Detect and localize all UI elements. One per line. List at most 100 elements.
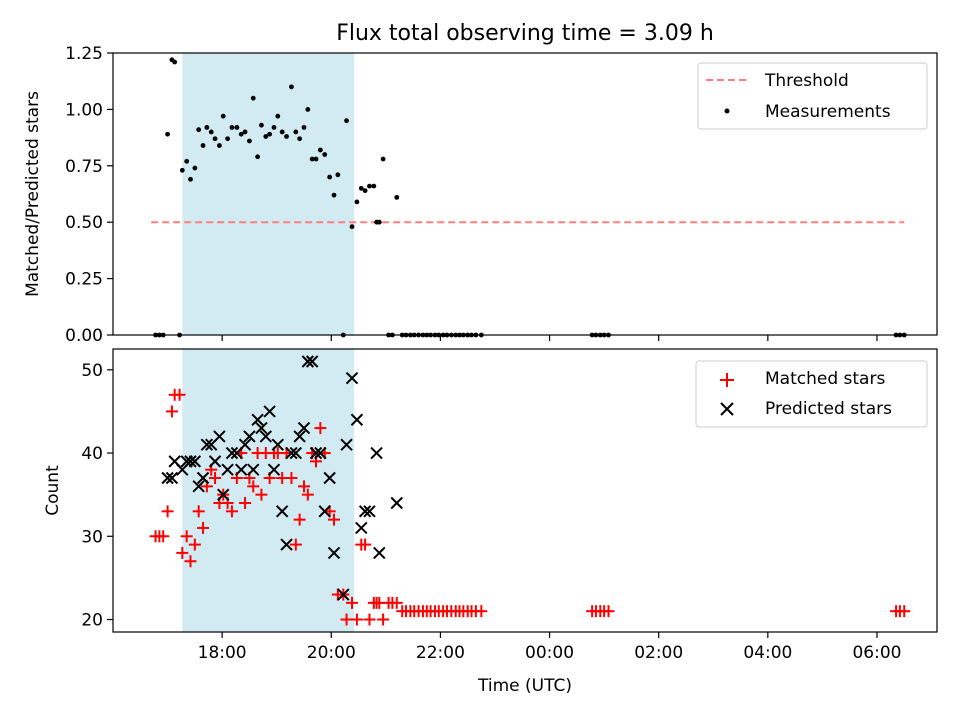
predicted-star-marker — [263, 405, 276, 418]
predicted-star-marker — [184, 455, 197, 468]
y-tick-label: 0.75 — [65, 157, 103, 177]
measurement-point — [204, 125, 210, 130]
count-panel: 20 30 40 50 18:00 20:00 22:00 00:00 02:00 04:00 0… — [43, 348, 938, 696]
matched-star-marker — [898, 605, 911, 618]
matched-star-marker — [225, 505, 238, 518]
y-tick-label: 50 — [81, 361, 103, 381]
predicted-star-marker — [363, 505, 376, 518]
y-tick-label: 0.00 — [65, 326, 103, 346]
matched-star-marker — [176, 546, 189, 559]
measurement-point — [217, 143, 222, 148]
measurement-point — [225, 136, 230, 142]
measurement-point — [229, 125, 235, 130]
figure-title: Flux total observing time = 3.09 h — [336, 21, 714, 46]
measurement-point — [172, 59, 178, 65]
predicted-star-marker — [285, 446, 298, 460]
legend-predicted-swatch — [720, 402, 734, 416]
bottom-x-ticks: 18:00 20:00 22:00 00:00 02:00 04:00 06:00 — [198, 632, 901, 663]
x-tick-label: 20:00 — [307, 643, 356, 663]
predicted-star-marker — [217, 488, 230, 501]
matched-star-marker — [297, 480, 310, 493]
matched-star-marker — [173, 388, 186, 401]
measurement-point — [192, 165, 198, 171]
top-legend-box — [697, 62, 928, 130]
x-tick-label: 00:00 — [525, 643, 574, 663]
predicted-star-marker — [373, 546, 386, 560]
y-tick-label: 1.25 — [65, 44, 103, 64]
bottom-legend-box — [695, 360, 928, 428]
matched-star-marker — [255, 488, 268, 501]
top-axes-frame — [112, 52, 938, 336]
predicted-star-marker — [192, 480, 205, 493]
predicted-star-marker — [255, 421, 268, 435]
measurement-point — [188, 176, 193, 182]
predicted-star-marker — [221, 463, 234, 476]
y-tick-label: 40 — [81, 444, 103, 464]
predicted-star-markers — [161, 355, 403, 601]
measurement-point — [349, 224, 355, 230]
top-highlight-span — [182, 53, 355, 335]
matched-star-marker — [340, 613, 353, 626]
predicted-star-marker — [289, 446, 303, 460]
legend-predicted-label: Predicted stars — [765, 399, 892, 419]
measurement-point — [208, 129, 214, 135]
matched-star-marker — [157, 530, 170, 543]
measurement-point — [289, 84, 294, 90]
measurement-point — [165, 131, 170, 137]
matched-star-marker — [289, 538, 302, 551]
x-tick-label: 06:00 — [852, 643, 901, 663]
predicted-star-marker — [340, 438, 353, 451]
predicted-star-marker — [293, 430, 306, 443]
measurement-point — [234, 125, 240, 130]
measurement-point — [242, 129, 248, 135]
predicted-star-marker — [309, 446, 323, 460]
matched-star-marker — [247, 480, 260, 493]
predicted-star-marker — [350, 413, 364, 426]
measurement-point — [212, 136, 218, 142]
measurement-point — [184, 158, 190, 164]
measurement-point — [259, 122, 264, 128]
legend-measurement-swatch — [724, 108, 730, 114]
predicted-star-marker — [358, 505, 372, 518]
predicted-star-marker — [275, 505, 289, 518]
legend-matched-label: Matched stars — [765, 369, 885, 389]
predicted-star-marker — [161, 471, 174, 485]
predicted-star-marker — [297, 421, 311, 435]
predicted-star-marker — [323, 471, 336, 485]
matched-star-marker — [390, 596, 403, 609]
predicted-star-marker — [196, 471, 210, 485]
measurement-point — [322, 152, 328, 157]
measurement-point — [367, 183, 372, 189]
matched-star-marker — [359, 538, 372, 551]
matched-star-marker — [197, 521, 210, 534]
predicted-star-marker — [259, 430, 273, 443]
legend-threshold-label: Threshold — [764, 71, 849, 91]
top-x-ticks — [221, 335, 878, 341]
measurement-point — [247, 138, 252, 144]
measurement-point — [394, 194, 400, 200]
measurement-point — [238, 131, 244, 137]
measurement-point — [344, 118, 349, 124]
matched-star-marker — [363, 613, 376, 626]
y-tick-label: 30 — [81, 527, 103, 547]
measurement-point — [358, 185, 364, 191]
y-tick-label: 1.00 — [65, 100, 103, 120]
matched-star-marker — [293, 513, 306, 526]
x-tick-label: 02:00 — [634, 643, 683, 663]
bottom-axes-frame — [112, 348, 938, 633]
top-y-ticks: 0.00 0.25 0.50 0.75 1.00 1.25 — [65, 44, 113, 346]
predicted-star-marker — [208, 455, 222, 468]
predicted-star-marker — [247, 463, 260, 476]
measurement-point — [271, 125, 277, 130]
measurement-point — [255, 154, 261, 160]
measurement-point — [179, 167, 185, 173]
bottom-legend: Matched stars Predicted stars — [695, 360, 928, 428]
matched-star-marker — [188, 538, 201, 551]
matched-star-marker — [377, 613, 390, 626]
measurement-point — [301, 125, 307, 130]
measurement-point — [331, 192, 337, 198]
matched-star-marker — [346, 596, 359, 609]
predicted-star-marker — [251, 413, 264, 426]
measurement-point — [376, 219, 382, 225]
matched-star-marker — [209, 472, 222, 485]
